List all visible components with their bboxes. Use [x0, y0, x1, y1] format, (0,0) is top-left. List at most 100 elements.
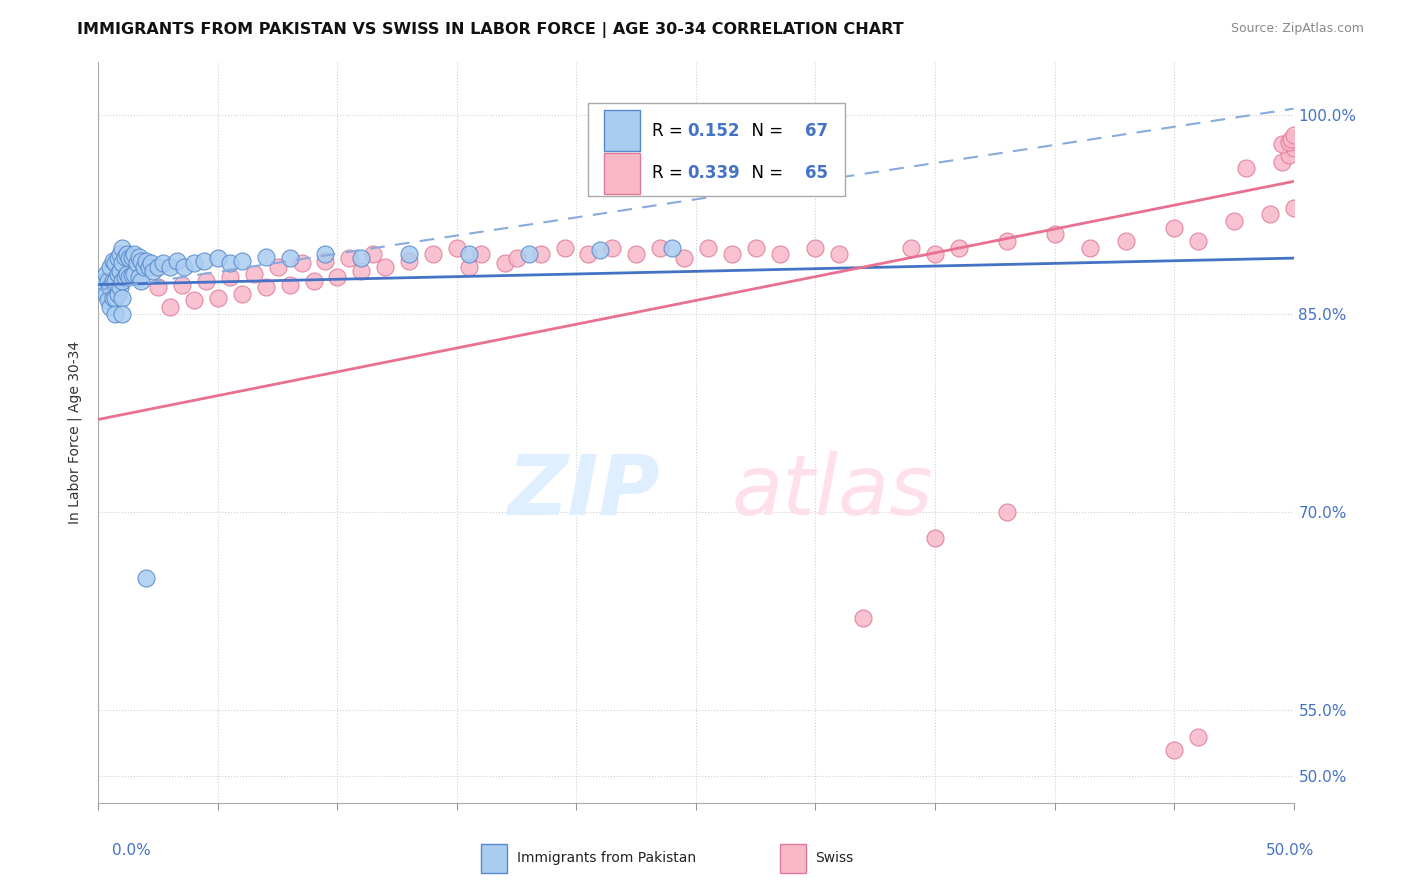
Point: [115, 267, 138, 281]
Point: [104, 274, 127, 288]
Point: [458, 247, 481, 261]
Point: [114, 269, 136, 284]
Point: [900, 240, 922, 255]
Point: [302, 274, 325, 288]
Point: [768, 247, 790, 261]
Point: [231, 253, 253, 268]
Point: [135, 571, 157, 585]
Point: [828, 247, 851, 261]
Point: [91, 274, 114, 288]
Text: 67: 67: [804, 121, 828, 140]
Point: [1163, 220, 1185, 235]
Text: N =: N =: [741, 164, 789, 182]
Point: [1163, 743, 1185, 757]
Point: [1080, 240, 1102, 255]
Point: [124, 267, 146, 281]
Point: [108, 247, 131, 261]
Point: [494, 256, 516, 270]
Point: [108, 264, 131, 278]
Point: [148, 280, 170, 294]
Point: [326, 269, 349, 284]
Point: [111, 240, 134, 255]
Point: [207, 251, 229, 265]
Point: [94, 286, 117, 301]
Point: [131, 253, 153, 268]
Point: [1043, 227, 1066, 242]
Point: [1187, 730, 1209, 744]
Point: [530, 247, 553, 261]
Point: [1282, 141, 1305, 155]
Point: [745, 240, 768, 255]
Point: [114, 250, 136, 264]
Point: [118, 251, 141, 265]
Point: [132, 260, 155, 275]
Point: [121, 250, 143, 264]
Point: [166, 253, 188, 268]
Point: [1234, 161, 1257, 176]
Point: [104, 307, 127, 321]
Bar: [605, 111, 640, 151]
Text: IMMIGRANTS FROM PAKISTAN VS SWISS IN LABOR FORCE | AGE 30-34 CORRELATION CHART: IMMIGRANTS FROM PAKISTAN VS SWISS IN LAB…: [77, 22, 904, 38]
Point: [446, 240, 468, 255]
Point: [97, 274, 120, 288]
Point: [554, 240, 576, 255]
Text: N =: N =: [741, 121, 789, 140]
Point: [108, 280, 131, 294]
Point: [138, 260, 160, 275]
Point: [107, 267, 129, 281]
Point: [1115, 234, 1137, 248]
Point: [101, 253, 124, 268]
Bar: [780, 844, 806, 873]
Point: [101, 274, 124, 288]
Point: [339, 251, 361, 265]
Point: [98, 280, 122, 294]
Point: [128, 269, 150, 284]
Point: [661, 240, 683, 255]
Point: [121, 268, 143, 283]
Point: [291, 256, 314, 270]
FancyBboxPatch shape: [589, 103, 845, 195]
Point: [172, 277, 194, 292]
Point: [673, 251, 696, 265]
Point: [1187, 234, 1209, 248]
Point: [219, 269, 242, 284]
Point: [231, 286, 253, 301]
Point: [398, 247, 420, 261]
Point: [804, 240, 827, 255]
Point: [125, 256, 148, 270]
Point: [267, 260, 290, 275]
Point: [852, 611, 875, 625]
Text: 0.0%: 0.0%: [112, 843, 152, 858]
Point: [111, 256, 134, 270]
Text: Immigrants from Pakistan: Immigrants from Pakistan: [517, 851, 696, 865]
Text: 0.152: 0.152: [688, 121, 740, 140]
Point: [98, 300, 122, 314]
Point: [104, 291, 127, 305]
Point: [195, 274, 218, 288]
Point: [648, 240, 672, 255]
Point: [98, 260, 122, 275]
Point: [470, 247, 492, 261]
Point: [148, 260, 170, 275]
Point: [111, 307, 134, 321]
Point: [517, 247, 540, 261]
Text: Source: ZipAtlas.com: Source: ZipAtlas.com: [1230, 22, 1364, 36]
Point: [142, 264, 165, 278]
Point: [128, 250, 150, 264]
Point: [173, 260, 195, 275]
Point: [90, 280, 112, 294]
Point: [254, 280, 277, 294]
Point: [1223, 214, 1246, 228]
Point: [243, 267, 266, 281]
Point: [398, 253, 420, 268]
Point: [1278, 135, 1301, 149]
Point: [118, 269, 141, 284]
Text: R =: R =: [652, 121, 688, 140]
Text: R =: R =: [652, 164, 688, 182]
Point: [207, 291, 229, 305]
Point: [995, 505, 1018, 519]
Text: 50.0%: 50.0%: [1267, 843, 1315, 858]
Point: [924, 532, 946, 546]
Point: [97, 293, 120, 308]
Point: [278, 277, 301, 292]
